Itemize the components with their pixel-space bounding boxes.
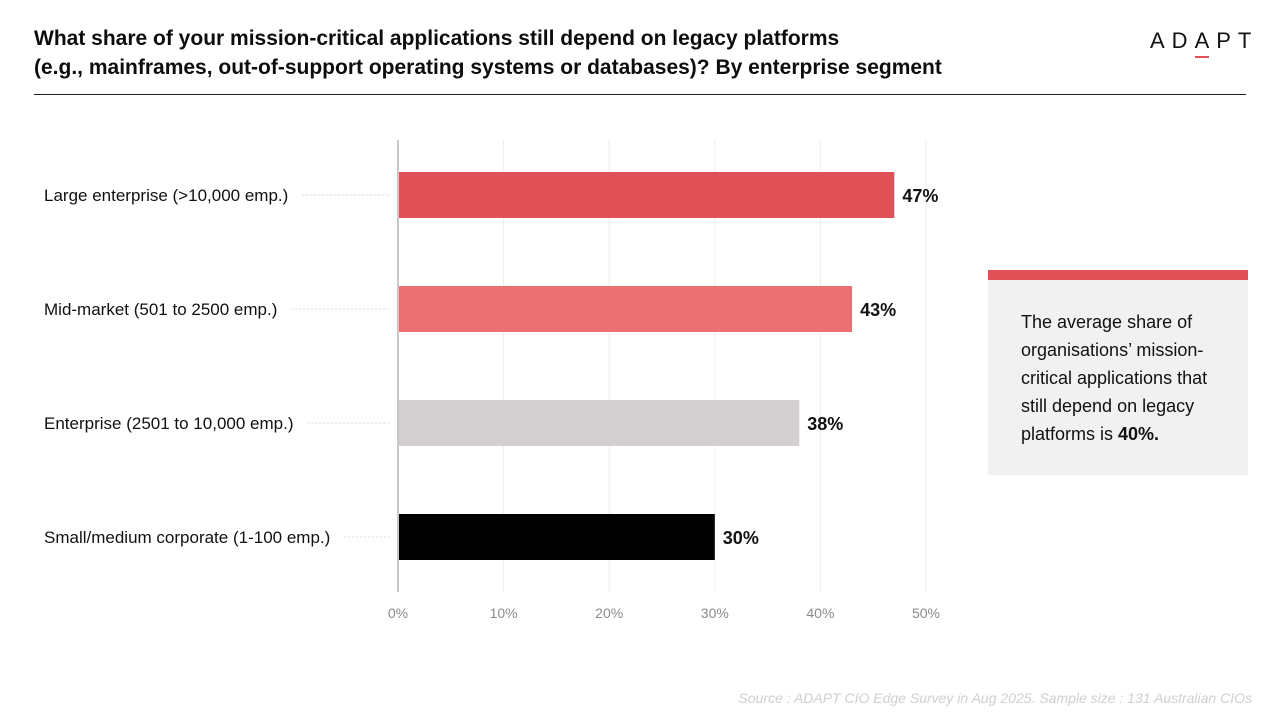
bar [399, 400, 800, 446]
header-divider [34, 94, 1246, 95]
category-label: Mid-market (501 to 2500 emp.) [44, 300, 277, 319]
logo-text-post: PT [1216, 28, 1259, 53]
callout-highlight: 40%. [1118, 424, 1160, 444]
data-label: 30% [723, 528, 759, 548]
source-note: Source : ADAPT CIO Edge Survey in Aug 20… [738, 690, 1252, 706]
x-tick-label: 30% [701, 605, 729, 621]
bar [399, 286, 853, 332]
chart-title: What share of your mission-critical appl… [34, 24, 1114, 82]
logo-text-pre: AD [1150, 28, 1195, 53]
average-callout: The average share of organisations’ miss… [988, 270, 1248, 475]
logo-text-accent: A [1194, 28, 1217, 58]
x-tick-label: 50% [912, 605, 940, 621]
data-label: 38% [807, 414, 843, 434]
callout-accent-bar [988, 270, 1248, 280]
category-label: Large enterprise (>10,000 emp.) [44, 186, 288, 205]
data-label: 43% [860, 300, 896, 320]
x-tick-label: 40% [806, 605, 834, 621]
data-label: 47% [902, 186, 938, 206]
callout-body: The average share of organisations’ miss… [1021, 312, 1208, 444]
callout-text: The average share of organisations’ miss… [1021, 308, 1236, 448]
bar [399, 514, 715, 560]
x-tick-label: 0% [388, 605, 408, 621]
title-line-1: What share of your mission-critical appl… [34, 27, 840, 50]
category-label: Enterprise (2501 to 10,000 emp.) [44, 414, 293, 433]
x-tick-label: 10% [490, 605, 518, 621]
title-line-2: (e.g., mainframes, out-of-support operat… [34, 56, 942, 79]
bar [399, 172, 895, 218]
adapt-logo: ADAPT [1150, 28, 1259, 58]
x-tick-label: 20% [595, 605, 623, 621]
category-label: Small/medium corporate (1-100 emp.) [44, 528, 330, 547]
